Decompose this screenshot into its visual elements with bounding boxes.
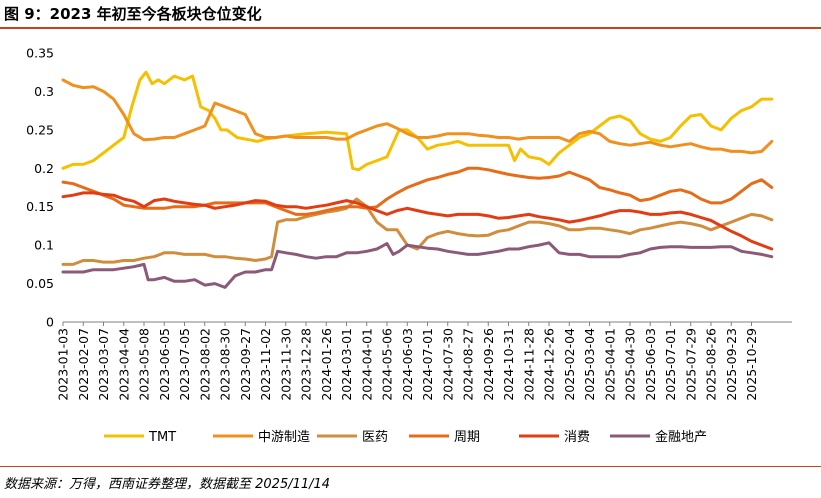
series-line-2 xyxy=(61,78,774,155)
legend-label: TMT xyxy=(148,430,176,445)
x-tick-label: 2023-02-07 xyxy=(76,328,91,401)
bottom-rule xyxy=(0,466,821,467)
x-tick-label: 2024-04-01 xyxy=(359,328,374,401)
x-tick-label: 2025-07-01 xyxy=(663,328,678,401)
series-line-5 xyxy=(61,191,774,251)
y-tick-label: 0.05 xyxy=(26,276,54,291)
x-tick-label: 2025-10-29 xyxy=(744,328,759,401)
x-tick-label: 2025-06-03 xyxy=(643,328,658,401)
series-line-6 xyxy=(61,241,774,289)
x-tick-label: 2023-08-30 xyxy=(218,328,233,401)
legend-label: 医药 xyxy=(362,430,388,445)
x-tick-label: 2024-03-01 xyxy=(339,328,354,401)
x-tick-label: 2023-11-02 xyxy=(258,328,273,401)
x-tick-label: 2023-07-05 xyxy=(177,328,192,401)
source-note: 数据来源：万得，西南证券整理，数据截至 2025/11/14 xyxy=(4,477,331,492)
y-tick-label: 0.2 xyxy=(34,161,54,176)
y-tick-label: 0.3 xyxy=(34,84,54,99)
x-tick-label: 2023-09-27 xyxy=(238,328,253,401)
x-tick-label: 2024-05-06 xyxy=(380,328,395,401)
x-tick-label: 2025-02-04 xyxy=(562,328,577,401)
legend-label: 中游制造 xyxy=(258,430,310,445)
y-tick-label: 0.25 xyxy=(26,122,54,137)
series-layer xyxy=(61,70,774,289)
series-line-1 xyxy=(61,70,774,172)
legend-label: 金融地产 xyxy=(655,429,707,445)
x-tick-label: 2024-08-27 xyxy=(461,328,476,401)
figure-title: 图 9：2023 年初至今各板块仓位变化 xyxy=(4,5,262,23)
x-tick-label: 2024-11-28 xyxy=(521,328,536,401)
line-chart: 00.050.10.150.20.250.30.35 2023-01-03 202… xyxy=(26,46,792,445)
x-tick-label: 2024-12-26 xyxy=(542,328,557,401)
legend-label: 消费 xyxy=(564,430,590,445)
x-tick-label: 2024-10-31 xyxy=(501,328,516,401)
x-tick-label: 2024-01-26 xyxy=(319,328,334,401)
x-tick-label: 2024-07-30 xyxy=(440,328,455,401)
x-tick-label: 2025-07-29 xyxy=(683,328,698,401)
y-tick-label: 0.1 xyxy=(34,238,54,253)
legend: TMT 中游制造 医药 周期 消费 金融地产 xyxy=(104,429,707,445)
x-tick-label: 2023-04-04 xyxy=(116,328,131,401)
series-line-4 xyxy=(61,166,774,216)
y-tick-label: 0.15 xyxy=(26,199,54,214)
x-tick-label: 2024-06-03 xyxy=(400,328,415,401)
x-tick-label: 2024-07-01 xyxy=(420,328,435,401)
x-tick-label: 2025-04-01 xyxy=(602,328,617,401)
y-tick-label: 0 xyxy=(46,315,54,330)
x-tick-label: 2023-05-08 xyxy=(137,328,152,401)
x-tick-label: 2023-08-02 xyxy=(197,328,212,401)
x-tick-label: 2023-03-07 xyxy=(96,328,111,401)
legend-label: 周期 xyxy=(454,430,480,445)
top-rule xyxy=(0,27,821,29)
x-tick-label: 2023-01-03 xyxy=(56,328,71,401)
x-tick-label: 2023-11-30 xyxy=(278,328,293,401)
y-tick-label: 0.35 xyxy=(26,46,54,61)
x-tick-label: 2025-08-26 xyxy=(704,328,719,401)
x-tick-label: 2023-06-05 xyxy=(157,328,172,401)
x-tick-label: 2024-09-26 xyxy=(481,328,496,401)
x-tick-layer: 2023-01-03 2023-02-07 2023-03-07 2023-04-04… xyxy=(56,322,759,401)
x-tick-label: 2025-09-23 xyxy=(724,328,739,401)
x-tick-label: 2025-04-30 xyxy=(623,328,638,401)
x-tick-label: 2025-03-04 xyxy=(582,328,597,401)
x-tick-label: 2023-12-28 xyxy=(299,328,314,401)
